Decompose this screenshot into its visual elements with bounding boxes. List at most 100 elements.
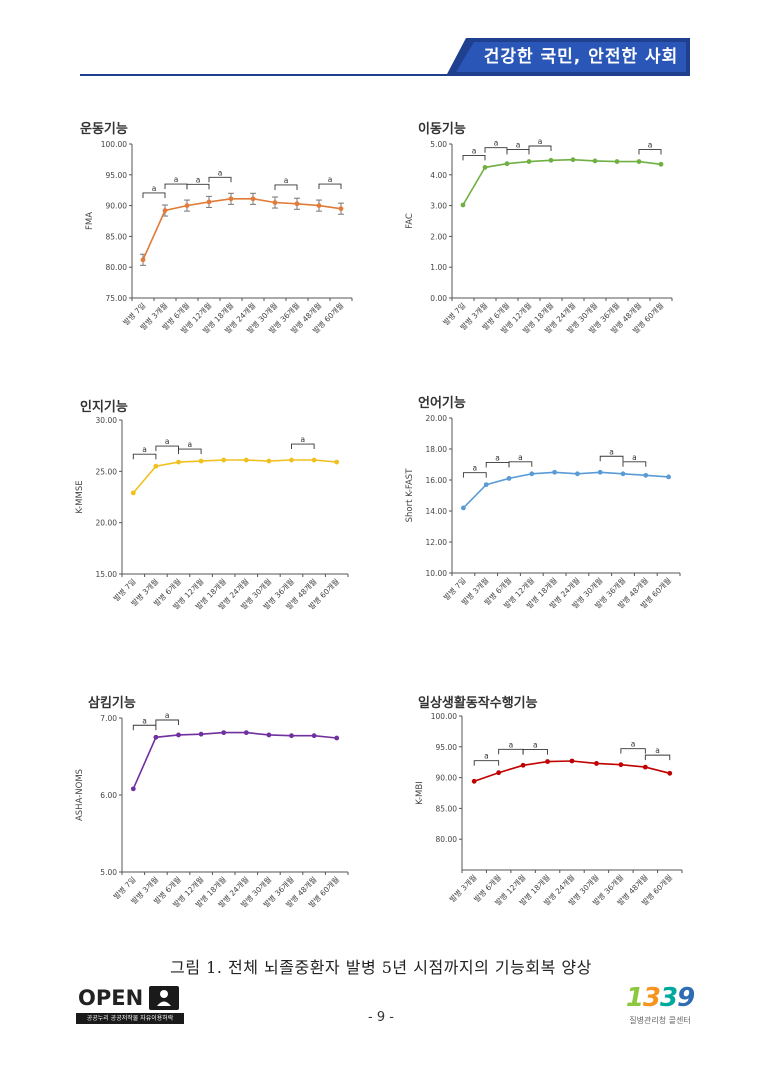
logo-subtitle: 질병관리청 콜센터 bbox=[629, 1016, 691, 1025]
logo-digit: 3 bbox=[642, 983, 661, 1013]
significance-bracket bbox=[186, 183, 210, 190]
data-point bbox=[311, 457, 317, 463]
y-axis-label: ASHA-NOMS bbox=[75, 769, 85, 821]
data-point bbox=[140, 257, 146, 263]
data-point bbox=[642, 764, 648, 770]
data-point bbox=[526, 159, 532, 164]
y-tick-label: 80.00 bbox=[106, 263, 128, 272]
significance-label: a bbox=[484, 752, 489, 761]
y-tick-label: 90.00 bbox=[436, 774, 458, 783]
data-point bbox=[311, 733, 317, 739]
data-point bbox=[482, 165, 488, 170]
y-axis-label: Short K-FAST bbox=[405, 468, 415, 523]
data-point bbox=[620, 471, 626, 477]
data-point bbox=[504, 161, 510, 167]
series-line bbox=[132, 459, 337, 494]
significance-label: a bbox=[631, 740, 636, 749]
y-tick-label: 5.00 bbox=[100, 868, 117, 877]
chart-title: 이동기능 bbox=[418, 122, 466, 137]
data-point bbox=[266, 732, 272, 738]
data-point bbox=[272, 200, 278, 205]
y-tick-label: 85.00 bbox=[106, 232, 128, 241]
data-point bbox=[289, 457, 294, 463]
y-tick-label: 20.00 bbox=[426, 414, 448, 423]
chart-swallowing-function: 삼킴기능 5.00 6.00 7.00 ASHA-NOMS 발병 7일 발병 3개월 발병 … bbox=[75, 692, 378, 932]
significance-bracket bbox=[506, 149, 530, 155]
significance-label: a bbox=[516, 141, 521, 150]
significance-bracket bbox=[622, 461, 647, 467]
y-tick-label: 75.00 bbox=[106, 294, 128, 303]
data-point bbox=[471, 778, 477, 784]
data-point bbox=[545, 759, 550, 764]
significance-label: a bbox=[328, 175, 333, 184]
data-point bbox=[221, 457, 227, 463]
significance-label: a bbox=[495, 453, 500, 462]
significance-bracket bbox=[498, 748, 524, 755]
significance-bracket bbox=[485, 461, 510, 468]
significance-label: a bbox=[142, 716, 147, 725]
data-point bbox=[130, 786, 136, 792]
data-point bbox=[636, 159, 642, 164]
data-point bbox=[243, 457, 249, 463]
data-point bbox=[221, 730, 227, 736]
significance-bracket bbox=[638, 149, 662, 155]
significance-label: a bbox=[609, 447, 614, 456]
open-badge-sub: 공공누리 공공저작물 자유이용허락 bbox=[76, 1013, 184, 1024]
data-point bbox=[266, 458, 272, 464]
y-tick-label: 0.00 bbox=[430, 294, 447, 303]
attribution-person-icon bbox=[149, 986, 179, 1010]
y-tick-label: 85.00 bbox=[436, 804, 458, 813]
data-point bbox=[552, 469, 557, 475]
y-tick-label: 14.00 bbox=[426, 507, 448, 516]
data-point bbox=[658, 161, 664, 167]
data-point bbox=[618, 762, 624, 768]
data-point bbox=[198, 458, 204, 464]
y-tick-label: 30.00 bbox=[96, 416, 118, 425]
logo-digit: 3 bbox=[660, 983, 678, 1013]
y-tick-label: 12.00 bbox=[426, 538, 448, 547]
chart-title: 운동기능 bbox=[80, 122, 128, 137]
data-point bbox=[597, 469, 603, 475]
series-line bbox=[462, 471, 669, 509]
chart-title: 언어기능 bbox=[418, 396, 466, 411]
data-point bbox=[666, 474, 671, 480]
data-point bbox=[289, 733, 294, 739]
y-tick-label: 20.00 bbox=[96, 519, 118, 528]
y-tick-label: 6.00 bbox=[100, 791, 117, 800]
data-point bbox=[338, 206, 344, 212]
data-point bbox=[614, 159, 620, 164]
data-point bbox=[162, 208, 168, 213]
y-tick-label: 15.00 bbox=[96, 570, 118, 579]
data-point bbox=[294, 201, 300, 207]
data-point bbox=[496, 770, 502, 776]
logo-digit: 9 bbox=[677, 983, 695, 1013]
y-tick-label: 2.00 bbox=[430, 232, 447, 241]
chart-language-function: 언어기능 10.00 12.00 14.00 16.00 18.00 20.00 Short… bbox=[405, 392, 708, 632]
significance-bracket bbox=[178, 448, 202, 455]
y-tick-label: 90.00 bbox=[106, 202, 128, 211]
y-tick-label: 5.00 bbox=[430, 140, 447, 149]
significance-bracket bbox=[473, 760, 500, 766]
significance-label: a bbox=[300, 435, 305, 444]
y-axis-label: FAC bbox=[405, 213, 415, 229]
significance-label: a bbox=[655, 746, 660, 755]
significance-bracket bbox=[142, 192, 166, 198]
data-point bbox=[184, 203, 190, 208]
significance-label: a bbox=[518, 453, 523, 462]
data-point bbox=[250, 196, 256, 202]
chart-title: 인지기능 bbox=[80, 400, 128, 415]
significance-bracket bbox=[508, 461, 533, 467]
significance-bracket bbox=[132, 453, 157, 460]
chart-title: 삼킴기능 bbox=[88, 696, 136, 711]
y-tick-label: 100.00 bbox=[101, 140, 127, 149]
y-tick-label: 18.00 bbox=[426, 445, 448, 454]
significance-bracket bbox=[644, 754, 671, 761]
significance-bracket bbox=[208, 176, 232, 183]
data-point bbox=[520, 762, 526, 768]
significance-label: a bbox=[538, 137, 543, 146]
significance-bracket bbox=[155, 445, 179, 452]
open-badge-word: OPEN bbox=[78, 986, 144, 1010]
data-point bbox=[575, 471, 580, 477]
data-point bbox=[334, 735, 340, 741]
